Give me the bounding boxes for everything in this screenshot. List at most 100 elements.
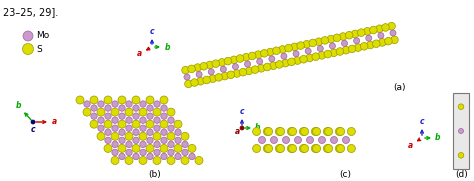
Circle shape xyxy=(288,58,295,66)
Circle shape xyxy=(245,61,251,67)
Circle shape xyxy=(125,157,133,165)
Circle shape xyxy=(118,120,126,128)
Circle shape xyxy=(294,57,301,64)
Circle shape xyxy=(98,117,104,123)
Circle shape xyxy=(160,120,168,128)
Circle shape xyxy=(112,141,118,148)
Circle shape xyxy=(357,29,365,36)
Circle shape xyxy=(382,24,389,31)
Circle shape xyxy=(227,71,235,79)
Circle shape xyxy=(378,33,384,39)
Circle shape xyxy=(255,51,262,58)
Circle shape xyxy=(139,132,147,140)
Circle shape xyxy=(264,127,272,136)
Circle shape xyxy=(236,55,244,62)
Text: a: a xyxy=(235,127,239,136)
Circle shape xyxy=(297,42,304,49)
Circle shape xyxy=(182,66,189,74)
Circle shape xyxy=(366,35,372,41)
Circle shape xyxy=(146,96,154,104)
Circle shape xyxy=(132,120,140,128)
Circle shape xyxy=(373,40,380,48)
Circle shape xyxy=(161,113,167,119)
Circle shape xyxy=(139,157,147,165)
Circle shape xyxy=(336,127,343,136)
Circle shape xyxy=(206,61,214,69)
Circle shape xyxy=(22,43,34,54)
Circle shape xyxy=(289,144,297,153)
Circle shape xyxy=(23,31,33,41)
Circle shape xyxy=(133,105,139,111)
Circle shape xyxy=(291,43,299,51)
Text: c: c xyxy=(150,27,154,36)
Circle shape xyxy=(168,117,174,123)
Text: 23–25, 29].: 23–25, 29]. xyxy=(3,7,58,17)
Circle shape xyxy=(354,38,360,44)
Circle shape xyxy=(285,44,292,52)
Circle shape xyxy=(104,120,112,128)
Circle shape xyxy=(112,117,118,123)
Circle shape xyxy=(390,30,396,36)
Circle shape xyxy=(98,125,104,131)
Circle shape xyxy=(105,129,111,135)
Text: a: a xyxy=(408,142,412,150)
Circle shape xyxy=(104,96,112,104)
Circle shape xyxy=(140,149,146,156)
Circle shape xyxy=(333,34,341,42)
Circle shape xyxy=(240,126,244,130)
Circle shape xyxy=(112,125,118,131)
Circle shape xyxy=(133,137,139,144)
Circle shape xyxy=(118,144,126,152)
Circle shape xyxy=(140,125,146,131)
Circle shape xyxy=(388,22,395,30)
Circle shape xyxy=(336,144,343,153)
Circle shape xyxy=(154,149,160,156)
Circle shape xyxy=(264,144,273,153)
Circle shape xyxy=(154,117,160,123)
Circle shape xyxy=(330,49,337,57)
Circle shape xyxy=(318,52,326,59)
Circle shape xyxy=(230,56,238,64)
Circle shape xyxy=(140,101,146,107)
Circle shape xyxy=(161,129,167,135)
Circle shape xyxy=(161,137,167,144)
Circle shape xyxy=(370,26,377,34)
Circle shape xyxy=(212,60,219,68)
Circle shape xyxy=(360,43,368,50)
Circle shape xyxy=(339,33,347,40)
Circle shape xyxy=(364,28,371,35)
Circle shape xyxy=(253,127,261,136)
Text: b: b xyxy=(16,102,22,110)
Bar xyxy=(453,93,469,169)
Text: (c): (c) xyxy=(339,170,351,179)
Circle shape xyxy=(119,137,125,144)
Circle shape xyxy=(160,96,168,104)
Circle shape xyxy=(90,96,98,104)
Circle shape xyxy=(242,53,250,61)
Circle shape xyxy=(200,62,208,70)
Circle shape xyxy=(253,144,261,153)
Circle shape xyxy=(154,101,160,107)
Circle shape xyxy=(133,153,139,160)
Circle shape xyxy=(98,101,104,107)
Circle shape xyxy=(301,127,309,136)
Circle shape xyxy=(330,136,337,144)
Circle shape xyxy=(289,127,297,136)
Circle shape xyxy=(111,132,119,140)
Text: c: c xyxy=(240,108,244,117)
Circle shape xyxy=(312,127,320,136)
Circle shape xyxy=(154,141,160,148)
Circle shape xyxy=(168,141,174,148)
Circle shape xyxy=(140,117,146,123)
Circle shape xyxy=(111,157,119,165)
Circle shape xyxy=(329,43,336,49)
Circle shape xyxy=(351,30,359,38)
Circle shape xyxy=(83,108,91,116)
Text: c: c xyxy=(31,125,35,134)
Text: (a): (a) xyxy=(394,83,406,92)
Circle shape xyxy=(325,127,333,136)
Circle shape xyxy=(261,50,268,57)
Circle shape xyxy=(264,144,272,153)
Circle shape xyxy=(319,136,326,144)
Circle shape xyxy=(239,68,247,76)
